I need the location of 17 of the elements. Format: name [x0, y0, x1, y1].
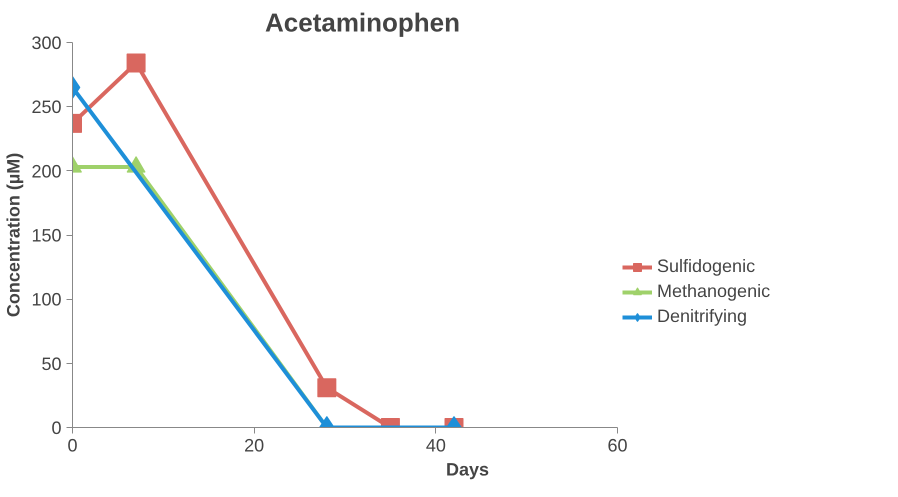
y-tick-label: 50 — [41, 354, 62, 374]
y-tick-label: 200 — [31, 161, 62, 182]
x-axis-title: Days — [446, 460, 490, 480]
y-tick-label: 0 — [51, 418, 62, 438]
legend-label: Sulfidogenic — [657, 256, 756, 277]
y-tick-label: 150 — [31, 226, 62, 246]
x-tick-label: 20 — [244, 436, 264, 456]
legend-label: Methanogenic — [657, 281, 770, 302]
y-tick-label: 300 — [31, 33, 62, 53]
x-tick-label: 40 — [426, 436, 446, 456]
y-axis-title: Concentration (µM) — [3, 152, 24, 318]
y-tick-label: 250 — [31, 97, 62, 118]
x-tick-label: 60 — [607, 436, 628, 456]
legend-label: Denitrifying — [657, 306, 748, 327]
y-tick-label: 100 — [31, 290, 62, 310]
chart-title: Acetaminophen — [265, 8, 460, 38]
x-tick-label: 0 — [67, 436, 78, 456]
